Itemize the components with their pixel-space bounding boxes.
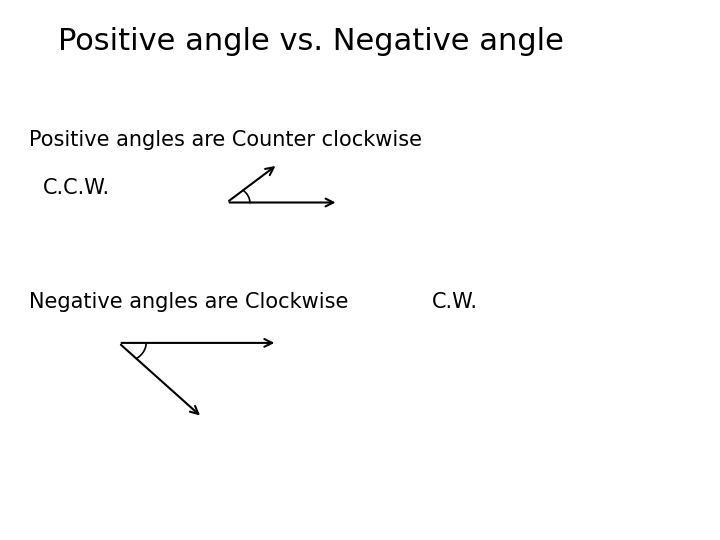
Text: Negative angles are Clockwise: Negative angles are Clockwise [29,292,348,312]
Text: Positive angles are Counter clockwise: Positive angles are Counter clockwise [29,130,422,150]
Text: C.W.: C.W. [432,292,478,312]
Text: Positive angle vs. Negative angle: Positive angle vs. Negative angle [58,27,564,56]
Text: C.C.W.: C.C.W. [43,178,110,198]
